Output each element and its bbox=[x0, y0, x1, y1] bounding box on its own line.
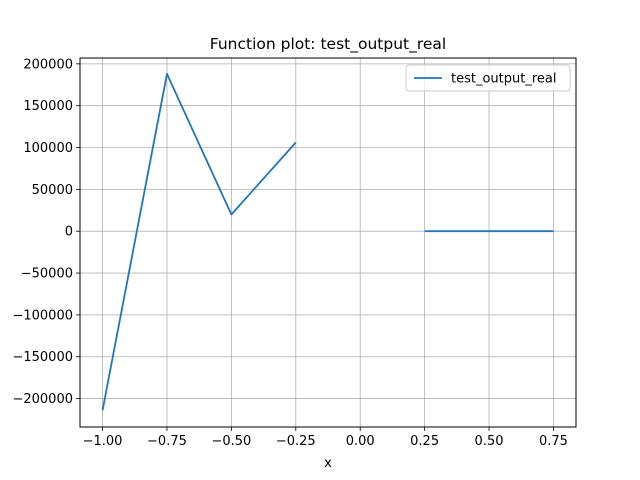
chart-title: Function plot: test_output_real bbox=[210, 35, 446, 54]
legend-box bbox=[405, 64, 571, 92]
x-tick-label: −0.75 bbox=[147, 434, 187, 449]
legend-entry-label: test_output_real bbox=[451, 72, 556, 87]
y-tick-label: 50000 bbox=[32, 183, 73, 198]
x-tick-label: 0.75 bbox=[539, 434, 568, 449]
plot-frame bbox=[79, 57, 577, 428]
x-tick-label: 0.50 bbox=[475, 434, 504, 449]
series-layer bbox=[101, 73, 554, 411]
series-line-segment bbox=[101, 73, 297, 411]
y-tick-label: −100000 bbox=[12, 308, 73, 323]
grid bbox=[80, 58, 576, 427]
legend: test_output_real bbox=[405, 64, 571, 92]
x-tick-label: 0.25 bbox=[410, 434, 439, 449]
y-tick-label: 200000 bbox=[23, 57, 73, 72]
y-tick-label: 0 bbox=[65, 225, 73, 240]
y-tick-label: 100000 bbox=[23, 141, 73, 156]
y-tick-label: −200000 bbox=[12, 392, 73, 407]
x-axis-label: x bbox=[324, 456, 332, 471]
x-tick-label: 0.00 bbox=[346, 434, 375, 449]
x-tick-label: −0.25 bbox=[276, 434, 316, 449]
x-tick-label: −0.50 bbox=[211, 434, 251, 449]
axis-ticks: −1.00 −0.75 −0.50 −0.25 0.00 0.25 0.50 0.75 −200… bbox=[12, 57, 567, 449]
x-tick-label: −1.00 bbox=[83, 434, 123, 449]
y-tick-label: −150000 bbox=[12, 350, 73, 365]
y-tick-label: −50000 bbox=[21, 267, 73, 282]
y-tick-label: 150000 bbox=[23, 99, 73, 114]
